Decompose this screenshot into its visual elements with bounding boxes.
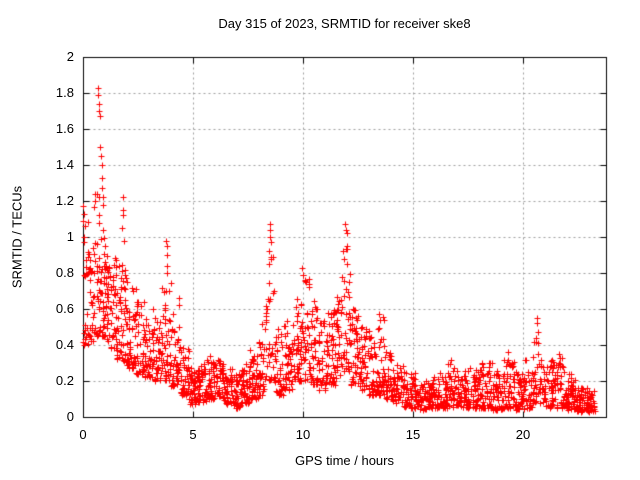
x-tick-label: 15 (405, 427, 421, 442)
y-tick-label: 0.4 (55, 337, 74, 352)
x-tick-label: 10 (295, 427, 311, 442)
y-tick-label: 1.8 (55, 85, 74, 100)
y-tick-label: 0.2 (55, 373, 74, 388)
y-tick-label: 0.6 (55, 301, 74, 316)
y-tick-label: 1.6 (55, 121, 74, 136)
y-tick-label: 1.4 (55, 157, 74, 172)
chart-title: Day 315 of 2023, SRMTID for receiver ske… (218, 16, 471, 31)
x-tick-label: 0 (79, 427, 87, 442)
y-tick-label: 0.8 (55, 265, 74, 280)
x-axis-label: GPS time / hours (295, 453, 394, 468)
y-tick-label: 1 (66, 229, 74, 244)
y-tick-label: 0 (66, 409, 74, 424)
y-tick-label: 1.2 (55, 193, 74, 208)
x-tick-label: 20 (515, 427, 531, 442)
y-tick-label: 2 (66, 49, 74, 64)
x-tick-label: 5 (189, 427, 197, 442)
